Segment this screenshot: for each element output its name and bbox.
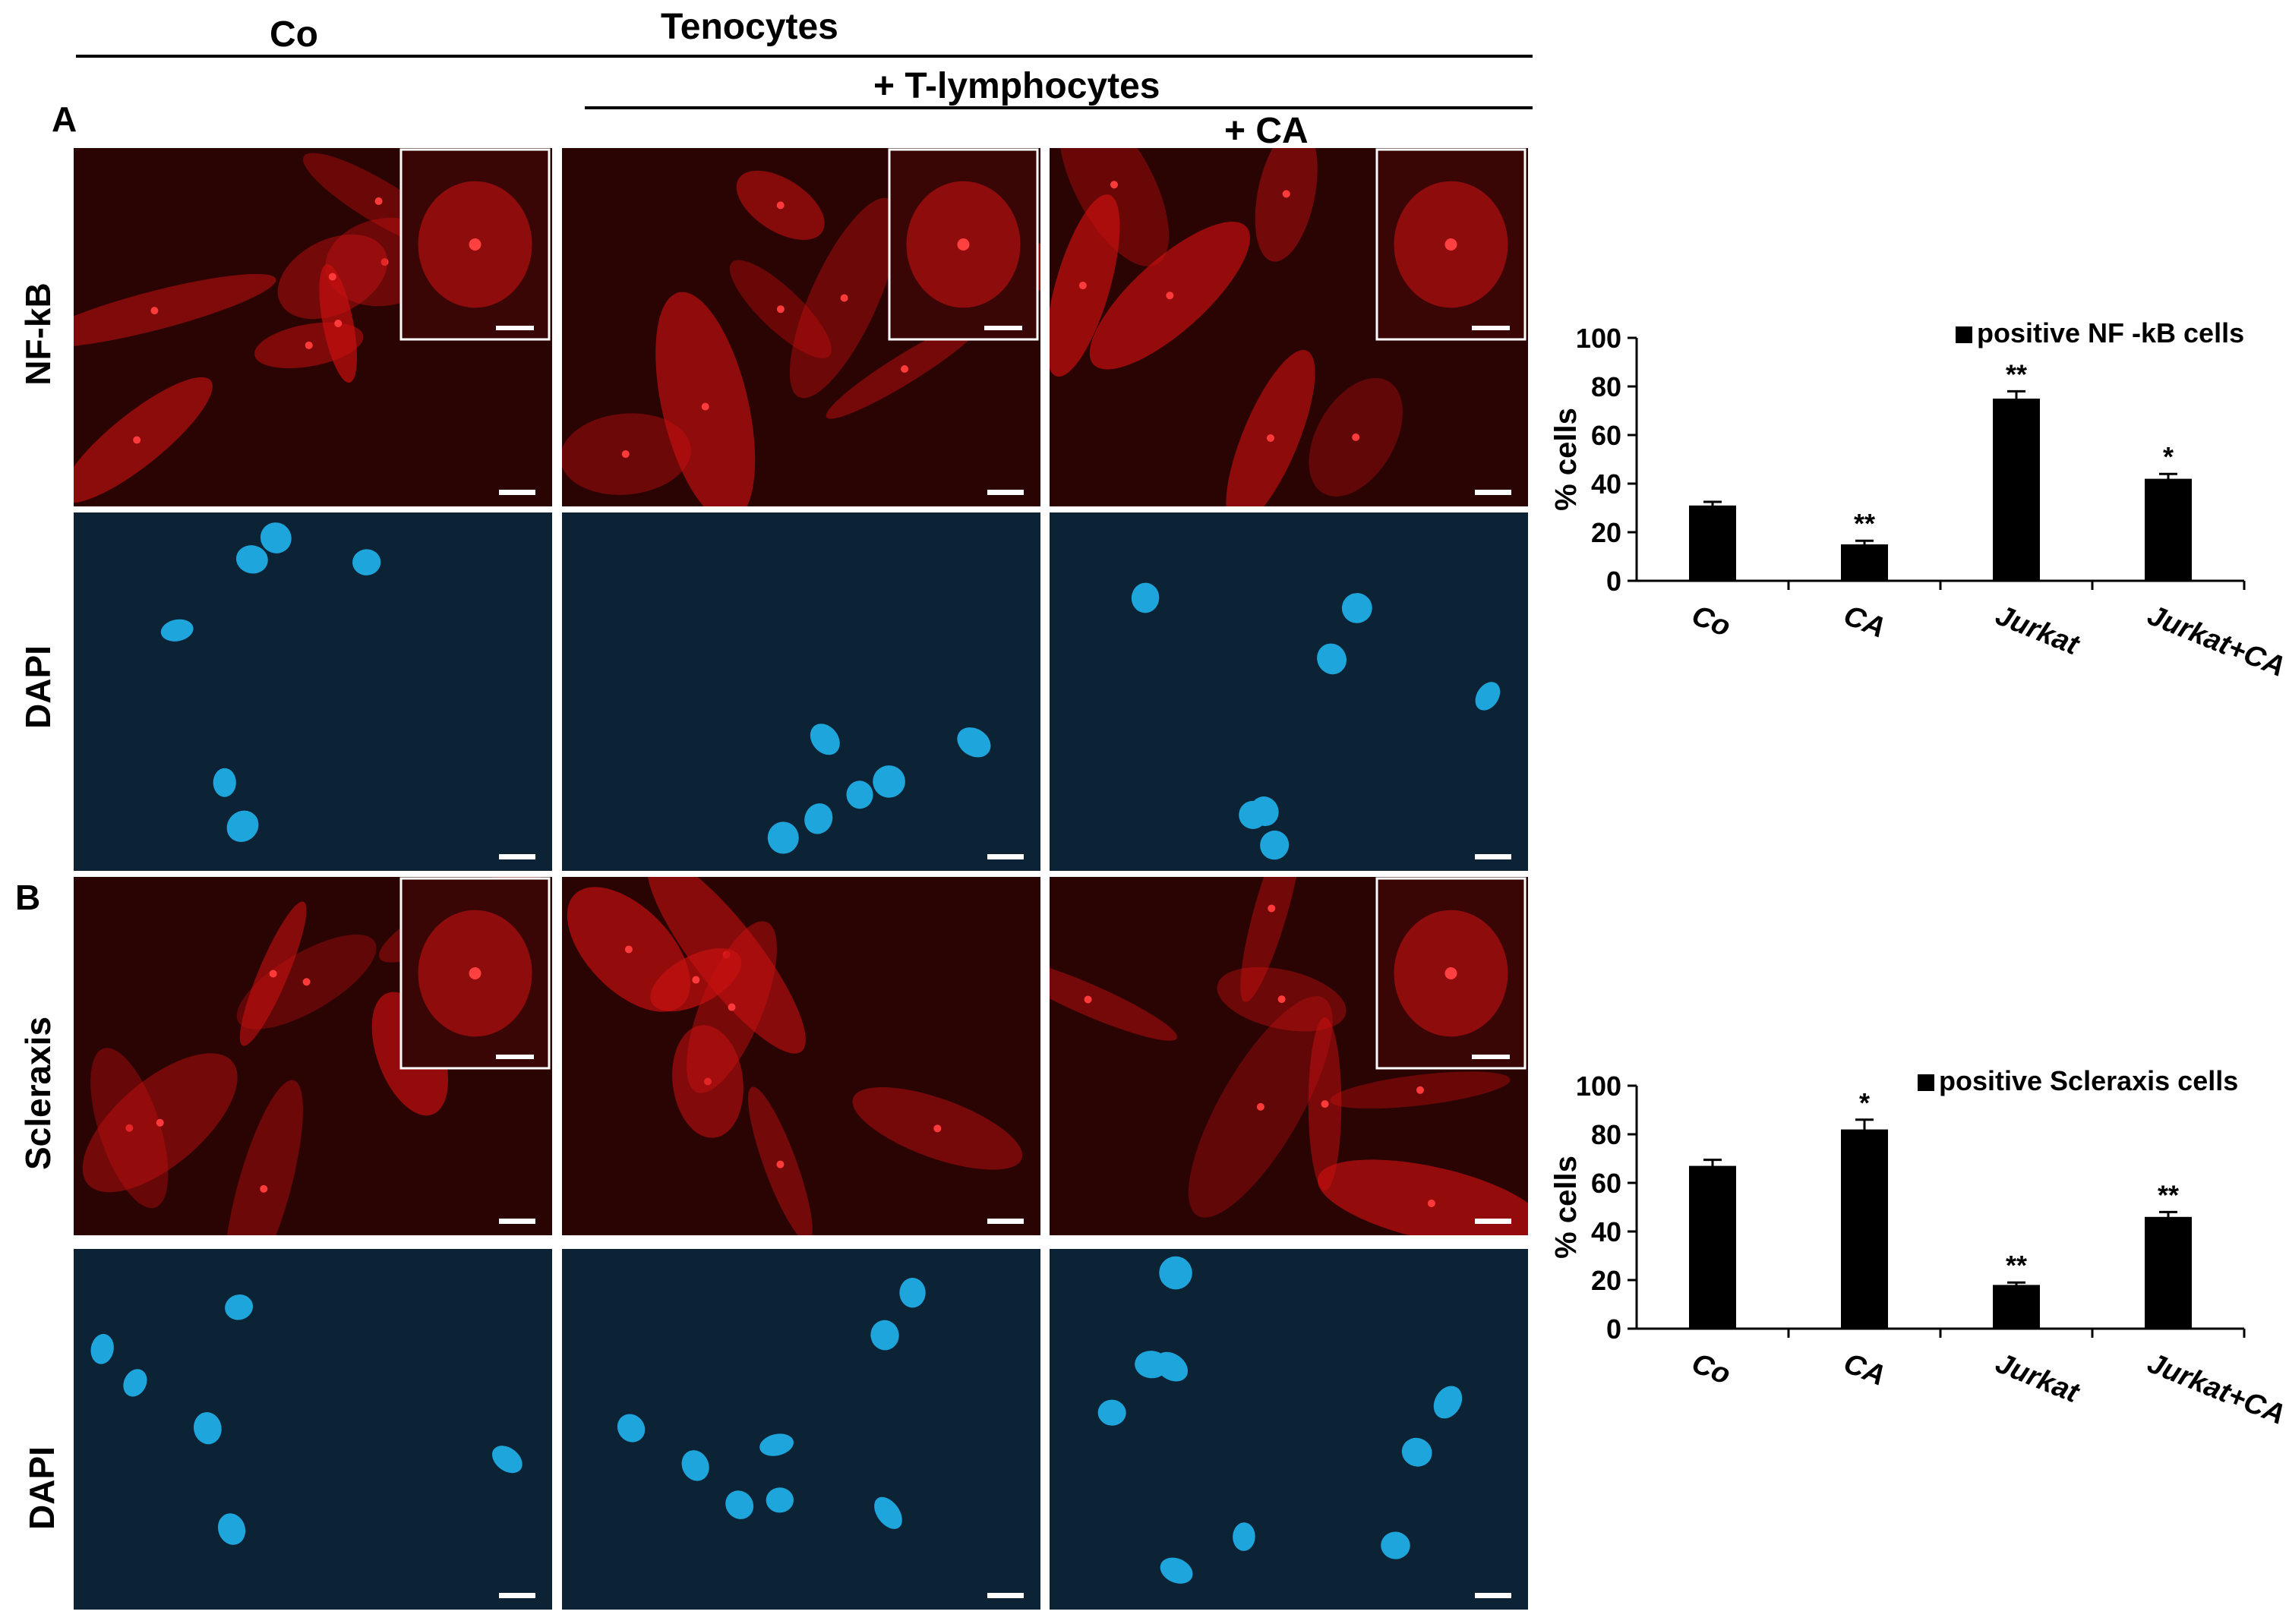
significance-marker: **	[2006, 1250, 2027, 1281]
scleraxis-bar-chart: 0 20 40 60 80 100 % cells Co * CA ** Jurkat ** Jurkat…	[1549, 1065, 2286, 1431]
y-tick-label: 0	[1606, 1313, 1621, 1345]
header-line-t-lymphocytes	[585, 106, 1533, 109]
header-t-lymphocytes: + T-lymphocytes	[873, 66, 1160, 106]
bar-co	[1689, 505, 1736, 581]
micrograph-scleraxis-1	[74, 877, 552, 1235]
y-tick-label: 40	[1591, 468, 1621, 500]
scale-bar	[987, 490, 1024, 495]
inset-scale-bar	[1472, 1055, 1510, 1059]
micrograph-nfkb-1	[74, 148, 552, 506]
scale-bar	[499, 1593, 535, 1598]
bar-ca	[1841, 1129, 1888, 1329]
significance-marker: **	[2158, 1179, 2179, 1210]
y-tick-label: 100	[1576, 323, 1621, 354]
inset-scale-bar	[496, 326, 534, 330]
x-tick-label: CA	[1839, 599, 1890, 645]
y-tick-label: 40	[1591, 1216, 1621, 1247]
x-tick-label: Jurkat+CA	[2143, 1347, 2286, 1431]
inset-scale-bar	[1472, 326, 1510, 330]
micrograph-scleraxis-2	[562, 877, 1040, 1235]
significance-marker: *	[2163, 441, 2174, 472]
legend-label: positive NF -kB cells	[1977, 317, 2244, 348]
scale-bar	[1475, 1219, 1511, 1224]
y-tick-label: 60	[1591, 1168, 1621, 1199]
micrograph-dapi-1-1	[74, 512, 552, 871]
nfkb-bar-chart: 0 20 40 60 80 100 % cells Co ** CA ** Jurkat * Jurkat…	[1549, 317, 2286, 683]
y-tick-label: 80	[1591, 1119, 1621, 1150]
row-label-scleraxis: Scleraxis	[18, 1016, 58, 1171]
y-tick-label: 0	[1606, 566, 1621, 597]
bar-jurkat	[1993, 1285, 2040, 1329]
micrograph-dapi-1-3	[1050, 512, 1528, 871]
row-label-dapi-1: DAPI	[18, 645, 58, 729]
scale-bar	[499, 490, 535, 495]
panel-letter-a: A	[52, 99, 77, 139]
scale-bar	[499, 854, 535, 859]
header-co: Co	[270, 14, 318, 55]
y-tick-label: 80	[1591, 371, 1621, 402]
bar-jurkat-ca	[2145, 478, 2192, 581]
significance-marker: **	[1854, 508, 1875, 539]
micrograph-scleraxis-3	[1050, 877, 1528, 1235]
inset-scale-bar	[496, 1055, 534, 1059]
x-tick-label: Jurkat	[1991, 599, 2085, 661]
legend-swatch	[1956, 326, 1972, 343]
bar-jurkat	[1993, 399, 2040, 581]
micrograph-dapi-2-1	[74, 1249, 552, 1610]
y-axis-label: % cells	[1549, 1156, 1583, 1259]
bar-co	[1689, 1165, 1736, 1329]
legend-swatch	[1918, 1074, 1934, 1091]
header-ca: + CA	[1224, 111, 1309, 151]
bar-ca	[1841, 544, 1888, 581]
x-tick-label: Jurkat+CA	[2143, 599, 2286, 683]
header-line-tenocytes	[76, 55, 1533, 58]
scale-bar	[1475, 490, 1511, 495]
x-tick-label: Co	[1688, 599, 1735, 643]
x-tick-label: CA	[1839, 1347, 1890, 1392]
significance-marker: **	[2006, 358, 2027, 389]
micrograph-dapi-1-2	[562, 512, 1040, 871]
y-tick-label: 20	[1591, 517, 1621, 548]
scale-bar	[987, 854, 1024, 859]
scale-bar	[499, 1219, 535, 1224]
bar-jurkat-ca	[2145, 1216, 2192, 1329]
micrograph-dapi-2-3	[1050, 1249, 1528, 1610]
scale-bar	[987, 1593, 1024, 1598]
y-tick-label: 20	[1591, 1265, 1621, 1296]
y-axis-label: % cells	[1549, 408, 1583, 511]
x-tick-label: Co	[1688, 1347, 1735, 1391]
scale-bar	[1475, 854, 1511, 859]
header-tenocytes: Tenocytes	[661, 7, 838, 47]
legend-label: positive Scleraxis cells	[1939, 1065, 2238, 1096]
y-tick-label: 100	[1576, 1071, 1621, 1102]
panel-letter-b: B	[15, 878, 41, 917]
significance-marker: *	[1859, 1087, 1870, 1118]
y-tick-label: 60	[1591, 420, 1621, 451]
micrograph-nfkb-3	[1050, 148, 1528, 506]
micrograph-nfkb-2	[562, 148, 1040, 506]
scale-bar	[1475, 1593, 1511, 1598]
row-label-dapi-2: DAPI	[22, 1446, 62, 1530]
row-label-nfkb: NF-kB	[18, 282, 58, 386]
inset-scale-bar	[984, 326, 1022, 330]
scale-bar	[987, 1219, 1024, 1224]
x-tick-label: Jurkat	[1991, 1347, 2085, 1409]
micrograph-dapi-2-2	[562, 1249, 1040, 1610]
